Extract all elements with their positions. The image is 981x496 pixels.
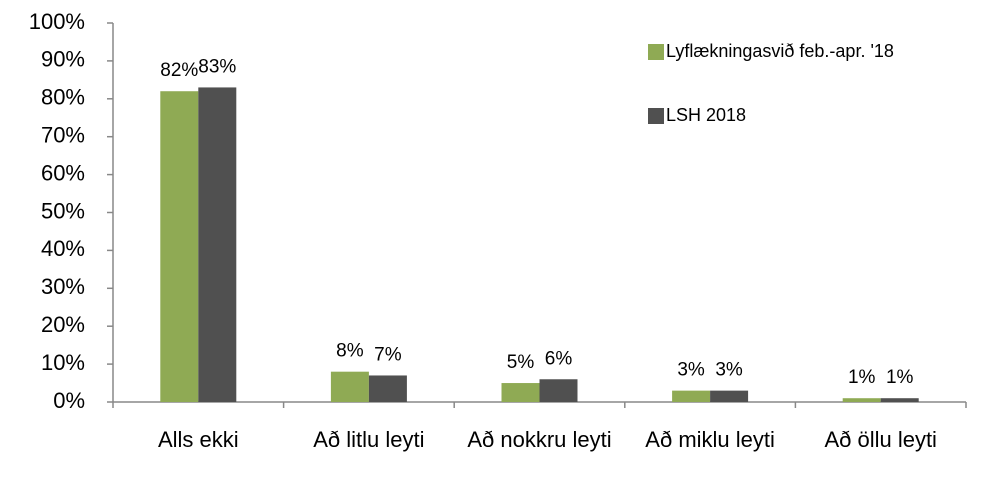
bar (368, 375, 407, 402)
legend-label: Lyflækningasvið feb.-apr. '18 (666, 41, 894, 61)
bar (501, 383, 540, 402)
bar (539, 379, 578, 402)
y-tick-label: 60% (41, 160, 85, 185)
y-tick-label: 30% (41, 274, 85, 299)
legend-swatch (648, 108, 664, 124)
value-label: 6% (545, 348, 573, 369)
bar (842, 398, 881, 402)
y-tick-label: 70% (41, 123, 85, 148)
y-tick-label: 90% (41, 47, 85, 72)
y-tick-label: 40% (41, 236, 85, 261)
value-label: 82% (160, 60, 198, 81)
bar (880, 398, 919, 402)
bar (330, 371, 369, 402)
legend-label: LSH 2018 (666, 105, 746, 125)
x-tick-label: Að öllu leyti (824, 427, 937, 452)
x-tick-label: Að miklu leyti (645, 427, 775, 452)
value-label: 83% (198, 56, 236, 77)
value-label: 1% (886, 367, 914, 388)
y-tick-label: 100% (29, 9, 85, 34)
bar (710, 390, 749, 402)
x-tick-label: Að litlu leyti (313, 427, 424, 452)
y-tick-label: 10% (41, 350, 85, 375)
x-tick-label: Alls ekki (158, 427, 239, 452)
y-tick-label: 80% (41, 85, 85, 110)
y-tick-label: 20% (41, 312, 85, 337)
bar (160, 91, 199, 402)
y-tick-label: 50% (41, 198, 85, 223)
value-label: 7% (374, 344, 402, 365)
value-label: 3% (715, 360, 743, 381)
value-label: 5% (507, 352, 535, 373)
legend-swatch (648, 44, 664, 60)
x-tick-label: Að nokkru leyti (467, 427, 611, 452)
bar (672, 390, 711, 402)
bar (198, 87, 237, 403)
y-tick-label: 0% (53, 388, 85, 413)
value-label: 3% (677, 360, 705, 381)
value-label: 1% (848, 367, 876, 388)
value-label: 8% (336, 341, 364, 362)
